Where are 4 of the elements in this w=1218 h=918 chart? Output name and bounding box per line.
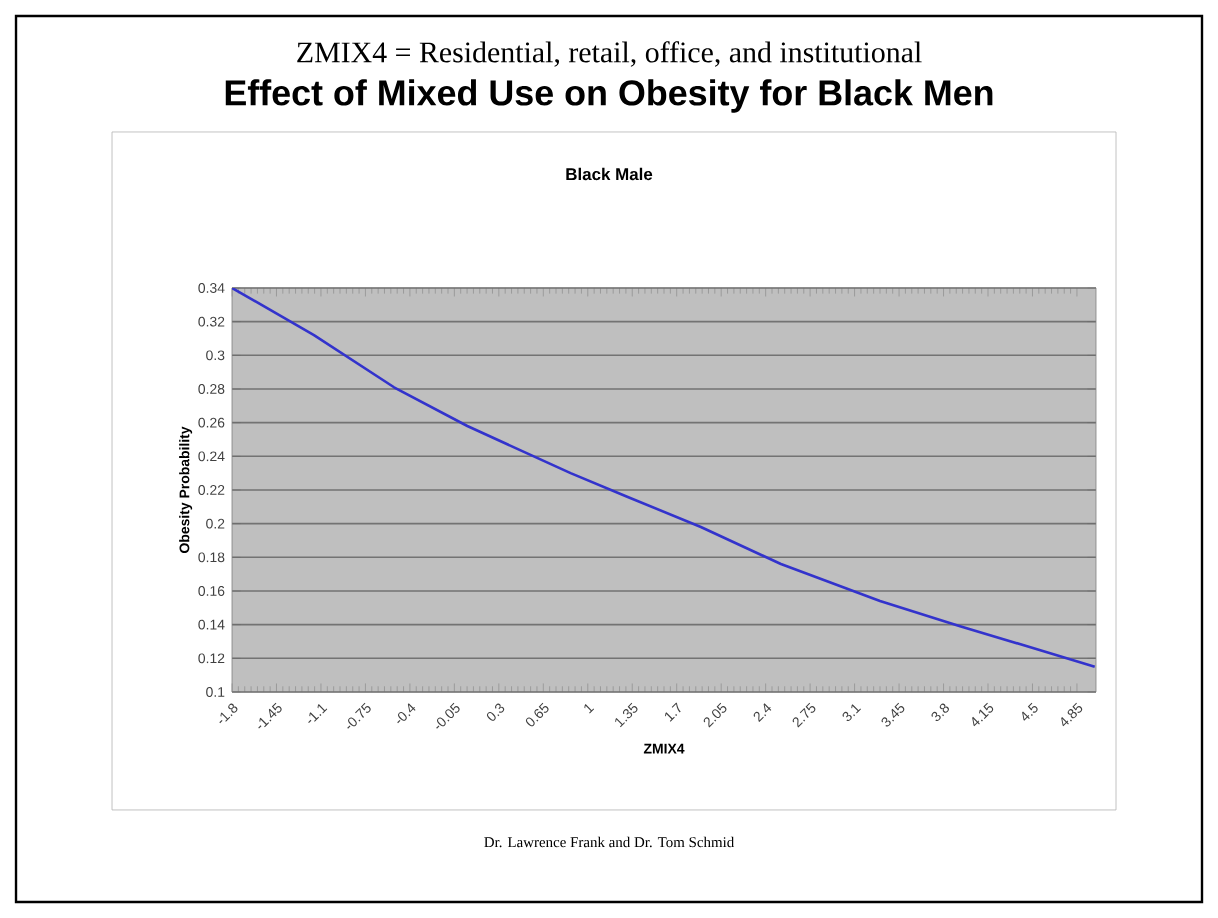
chart-subtitle: ZMIX4 = Residential, retail, office, and institutional — [297, 41, 922, 67]
chart-title: Effect of Mixed Use on Obesity for Black Men — [225, 79, 993, 113]
line-series — [232, 287, 1096, 669]
text: Black Male — [566, 167, 653, 181]
